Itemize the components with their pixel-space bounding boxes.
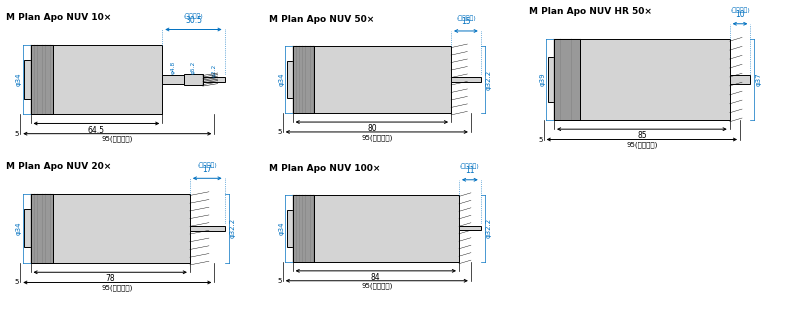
Text: 64.5: 64.5 (88, 126, 105, 135)
Text: 80: 80 (367, 124, 377, 133)
Text: φ37: φ37 (756, 73, 762, 86)
Text: φ34: φ34 (278, 73, 284, 86)
Bar (554, 39, 580, 120)
Bar (314, 46, 451, 113)
Text: M Plan Apo NUV 100×: M Plan Apo NUV 100× (269, 164, 380, 173)
Bar (25, 209, 31, 247)
Bar (293, 46, 314, 113)
Bar (31, 45, 53, 114)
Text: M Plan Apo NUV 50×: M Plan Apo NUV 50× (269, 15, 374, 24)
Text: 15: 15 (461, 17, 470, 26)
Text: 10: 10 (735, 10, 744, 19)
Bar (184, 74, 203, 85)
Bar (293, 195, 314, 262)
Bar (293, 195, 314, 262)
Text: (工作距离): (工作距离) (197, 162, 217, 168)
Text: 95(齐焦距离): 95(齐焦距离) (101, 136, 133, 142)
Bar (25, 60, 31, 99)
Text: M Plan Apo NUV 10×: M Plan Apo NUV 10× (6, 13, 111, 22)
Text: 84: 84 (371, 273, 381, 282)
Bar (293, 46, 314, 113)
Text: 17: 17 (203, 165, 212, 174)
Text: φ4.8: φ4.8 (171, 61, 176, 74)
Text: φ34: φ34 (16, 73, 21, 86)
Bar (53, 194, 190, 263)
Bar (287, 61, 293, 98)
Text: φ32.2: φ32.2 (485, 69, 492, 90)
Bar (31, 194, 53, 263)
Bar (729, 75, 750, 84)
Bar (162, 75, 184, 84)
Text: 5: 5 (277, 278, 282, 284)
Text: φ32.2: φ32.2 (485, 218, 492, 238)
Bar (580, 39, 729, 120)
Text: (工作距离): (工作距离) (460, 164, 480, 170)
Text: φ39: φ39 (539, 73, 545, 86)
Text: φ5.2: φ5.2 (191, 60, 196, 73)
Bar (451, 77, 481, 82)
Text: 5: 5 (539, 136, 543, 143)
Text: 5: 5 (15, 280, 19, 286)
Bar (31, 45, 53, 114)
Bar (190, 226, 225, 231)
Text: 95(齐焦距离): 95(齐焦距离) (361, 283, 393, 289)
Text: (工作距离): (工作距离) (730, 7, 750, 13)
Text: M Plan Apo NUV HR 50×: M Plan Apo NUV HR 50× (529, 7, 652, 16)
Bar (459, 226, 481, 230)
Text: (工作距离): (工作距离) (184, 13, 204, 19)
Bar (53, 45, 162, 114)
Text: (工作距离): (工作距离) (456, 15, 476, 21)
Bar (287, 210, 293, 247)
Text: 95(齐焦距离): 95(齐焦距离) (626, 142, 657, 148)
Text: 30.5: 30.5 (185, 16, 202, 25)
Text: φ34: φ34 (16, 222, 21, 235)
Text: φ2.2: φ2.2 (211, 64, 216, 77)
Text: 78: 78 (105, 274, 115, 283)
Bar (314, 195, 459, 262)
Text: 95(齐焦距离): 95(齐焦距离) (361, 134, 393, 140)
Text: 85: 85 (637, 131, 647, 140)
Text: 95(齐焦距离): 95(齐焦距离) (101, 285, 133, 291)
Bar (554, 39, 580, 120)
Text: 5: 5 (277, 129, 282, 135)
Text: 11: 11 (465, 166, 474, 175)
Bar (31, 194, 53, 263)
Text: φ34: φ34 (278, 222, 284, 235)
Text: 5: 5 (15, 131, 19, 137)
Text: M Plan Apo NUV 20×: M Plan Apo NUV 20× (6, 162, 111, 171)
Text: φ32.2: φ32.2 (230, 218, 236, 238)
Bar (548, 57, 554, 102)
Bar (203, 77, 225, 82)
